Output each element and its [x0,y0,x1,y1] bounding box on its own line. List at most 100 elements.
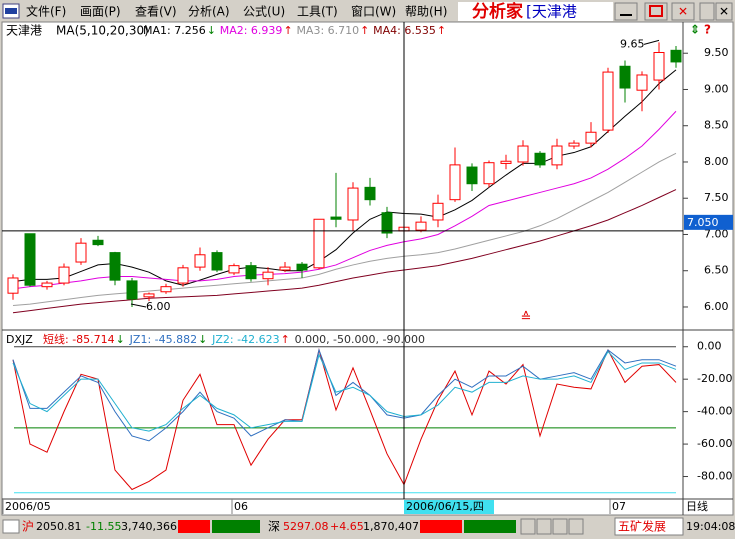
candle-body [432,202,444,221]
candle-body [313,218,325,269]
tool-icon[interactable]: ⇕ [690,23,700,37]
ticker[interactable]: 五矿发展 [618,519,666,534]
ma-arrow: ↑ [360,24,369,37]
sz-change: +4.65 [330,520,364,533]
candle-body [75,242,87,263]
sh-volume: 3,740,366 [121,520,177,533]
ma-arrow: ↑ [283,24,292,37]
candle-body [551,145,563,166]
status-icon[interactable] [2,519,20,534]
stock-name: 天津港 [6,24,42,38]
candle-body [534,152,546,166]
menu-item[interactable]: 画面(P) [80,5,121,19]
candle-body [211,252,223,271]
date-label: 07 [612,500,626,513]
candle-body [330,216,342,220]
y-tick-label: 8.00 [704,155,729,168]
y-tick-label: 0.00 [697,340,722,353]
price-box [684,214,733,230]
indicator-label: JZ2: -42.623 [211,333,279,346]
candle-body [347,187,359,221]
indicator-arrow: ↑ [281,333,290,346]
y-tick-label: -20.00 [697,372,732,385]
min-button[interactable] [614,2,638,21]
y-tick-label: 6.50 [704,264,729,277]
indicator-name: MA(5,10,20,30) [56,24,149,38]
y-tick-label: -40.00 [697,405,732,418]
help-icon[interactable]: ? [704,23,711,37]
candle-body [92,239,104,246]
candle-body [41,282,53,288]
close-glyph: ✕ [678,5,688,19]
app-icon-inner [5,8,17,14]
ma-label: MA3: 6.710 [296,24,359,37]
y-tick-label: 9.50 [704,46,729,59]
ma-line [12,152,677,307]
candle-body [636,74,648,91]
lower-chart: DXJZ 短线: -85.714 ↓ JZ1: -45.882 ↓ JZ2: -42.62… [6,332,732,494]
candle-body [466,166,478,185]
y-tick-label: 6.00 [704,300,729,313]
sh-up-bar [178,520,210,533]
low-marker: 6.00 [146,300,171,313]
candle-body [177,267,189,284]
candle-body [415,221,427,231]
restore-button[interactable] [699,2,715,21]
ma-arrow: ↓ [207,24,216,37]
candle-body [160,286,172,293]
indicator-arrow: ↓ [116,333,125,346]
candle-body [228,265,240,274]
candle-body [58,266,70,284]
ma-label: MA4: 6.535 [373,24,436,37]
ma-line [12,189,677,314]
close2-button[interactable] [715,2,733,21]
ma-label: MA1: 7.256 [143,24,206,37]
indicator-label: 0.000, -50.000, -90.000 [295,333,425,346]
indicator-name: DXJZ [6,333,33,346]
indicator-line [12,348,677,442]
high-marker-line [643,39,660,45]
y-tick-label: 9.00 [704,82,729,95]
y-tick-label: -80.00 [697,470,732,483]
sh-index: 2050.81 [36,520,82,533]
y-tick-label: -60.00 [697,437,732,450]
candle-body [109,252,121,281]
sz-label: 深 [268,520,280,534]
candle-body [7,277,19,294]
stock-title: [天津港 [526,3,577,21]
close-button[interactable] [671,2,695,21]
candle-body [517,145,529,163]
candle-body [670,49,682,63]
candle-body [653,52,665,81]
menu-item[interactable]: 文件(F) [26,4,66,19]
menu-item[interactable]: 分析(A) [188,5,230,19]
candle-body [262,271,274,280]
sh-change: -11.55 [86,520,121,533]
menu-item[interactable]: 查看(V) [135,5,177,19]
ma-arrow: ↑ [437,24,446,37]
y-tick-label: 7.50 [704,191,729,204]
candle-body [585,131,597,144]
menu-item[interactable]: 公式(U) [243,5,285,19]
status-btn-1[interactable] [520,518,536,535]
date-label: 2006/05 [5,500,51,513]
sz-index: 5297.08 [283,520,329,533]
crosshair-date-box [404,500,494,514]
date-axis: 2006/05 06 07 2006/06/15,四 日线 [2,499,708,514]
menu-item[interactable]: 窗口(W) [351,5,396,19]
status-btn-2[interactable] [536,518,552,535]
menu-item[interactable]: 工具(T) [297,5,338,19]
close2-glyph: ✕ [719,5,729,19]
y-tick-label: 8.50 [704,119,729,132]
ma-label: MA2: 6.939 [220,24,283,37]
ticker-box [614,517,684,536]
crosshair-date: 2006/06/15,四 [406,500,484,513]
clock: 19:04:08 [686,520,735,533]
status-btn-3[interactable] [552,518,568,535]
candle-body [126,280,138,300]
menu-item[interactable]: 帮助(H) [405,5,447,19]
candle-body [483,162,495,185]
status-btn-4[interactable] [568,518,584,535]
